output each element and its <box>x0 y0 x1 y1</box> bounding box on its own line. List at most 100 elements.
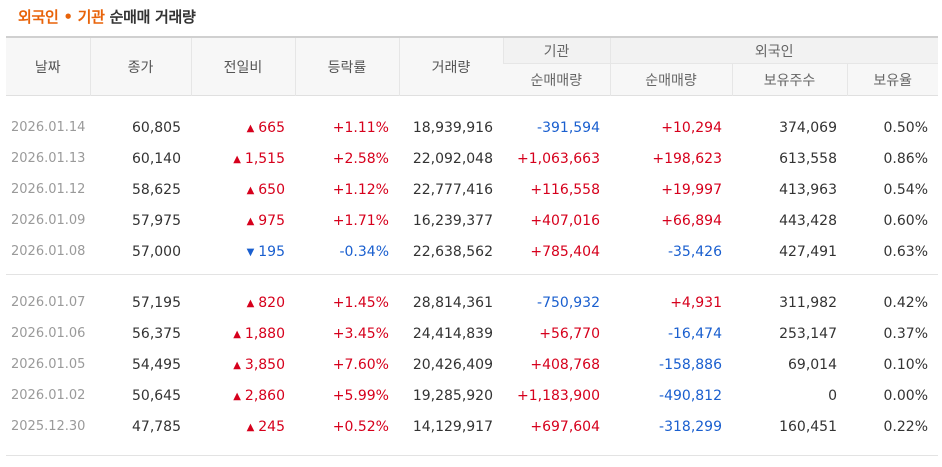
cell-foreign-net: -16,474 <box>667 325 722 342</box>
cell-date: 2026.01.07 <box>11 295 86 310</box>
table-row: 2025.12.30 47,785 ▲ 245 +0.52% 14,129,917 +697… <box>6 411 938 442</box>
cell-change: ▲ 1,880 <box>191 318 295 349</box>
cell-rate: +1.45% <box>332 294 389 311</box>
header-institution-group: 기관 <box>502 37 610 64</box>
arrow-down-icon: ▼ <box>246 246 255 258</box>
cell-holdings: 427,491 <box>779 243 837 260</box>
table-row: 2026.01.13 60,140 ▲ 1,515 +2.58% 22,092,048 +1… <box>6 143 938 174</box>
cell-holdings: 613,558 <box>779 150 837 167</box>
cell-holding-ratio: 0.37% <box>883 325 928 342</box>
cell-holding-ratio: 0.54% <box>883 181 928 198</box>
cell-change: ▲ 650 <box>191 174 295 205</box>
header-date: 날짜 <box>6 37 90 96</box>
cell-rate: +5.99% <box>332 387 389 404</box>
cell-holdings: 311,982 <box>779 294 837 311</box>
cell-rate: +3.45% <box>332 325 389 342</box>
change-value: 665 <box>258 119 285 136</box>
cell-holding-ratio: 0.60% <box>883 212 928 229</box>
arrow-up-icon: ▲ <box>246 122 255 134</box>
cell-foreign-net: +66,894 <box>661 212 722 229</box>
table-row: 2026.01.12 58,625 ▲ 650 +1.12% 22,777,416 +116… <box>6 174 938 205</box>
cell-close: 60,140 <box>132 150 181 167</box>
cell-volume: 22,092,048 <box>412 150 493 167</box>
header-change: 전일비 <box>190 37 295 96</box>
arrow-up-icon: ▲ <box>246 215 255 227</box>
cell-volume: 22,777,416 <box>412 181 493 198</box>
table-row: 2026.01.05 54,495 ▲ 3,850 +7.60% 20,426,409 +4… <box>6 349 938 380</box>
cell-volume: 19,285,920 <box>412 387 493 404</box>
cell-rate: -0.34% <box>339 243 389 260</box>
cell-foreign-net: +4,931 <box>670 294 722 311</box>
table-row: 2026.01.09 57,975 ▲ 975 +1.71% 16,239,377 +407… <box>6 205 938 236</box>
cell-close: 60,805 <box>132 119 181 136</box>
cell-close: 58,625 <box>132 181 181 198</box>
trading-table: 날짜 종가 전일비 등락률 거래량 기관 외국인 순매매량 순매매량 보유주수 … <box>6 36 938 442</box>
change-value: 650 <box>258 181 285 198</box>
cell-foreign-net: +198,623 <box>652 150 722 167</box>
cell-close: 57,000 <box>132 243 181 260</box>
arrow-up-icon: ▲ <box>246 297 255 309</box>
cell-holdings: 69,014 <box>788 356 837 373</box>
header-holdings: 보유주수 <box>731 63 847 96</box>
cell-institution-net: +56,770 <box>539 325 600 342</box>
cell-institution-net: -391,594 <box>537 119 600 136</box>
change-value: 820 <box>258 294 285 311</box>
cell-volume: 22,638,562 <box>412 243 493 260</box>
header-holding-ratio: 보유율 <box>846 63 938 96</box>
cell-holdings: 253,147 <box>779 325 837 342</box>
cell-institution-net: +1,063,663 <box>517 150 600 167</box>
header-foreign-net: 순매매량 <box>609 63 732 96</box>
cell-close: 57,195 <box>132 294 181 311</box>
cell-volume: 28,814,361 <box>412 294 493 311</box>
cell-institution-net: +408,768 <box>530 356 600 373</box>
cell-institution-net: -750,932 <box>537 294 600 311</box>
arrow-up-icon: ▲ <box>233 359 241 371</box>
cell-institution-net: +407,016 <box>530 212 600 229</box>
change-value: 1,880 <box>244 325 285 342</box>
cell-holding-ratio: 0.50% <box>883 119 928 136</box>
cell-rate: +2.58% <box>332 150 389 167</box>
table-row: 2026.01.02 50,645 ▲ 2,860 +5.99% 19,285,920 +1… <box>6 380 938 411</box>
table-row: 2026.01.06 56,375 ▲ 1,880 +3.45% 24,414,839 +5… <box>6 318 938 349</box>
cell-holding-ratio: 0.10% <box>883 356 928 373</box>
cell-institution-net: +116,558 <box>530 181 600 198</box>
section-title-rest: 순매매 거래량 <box>109 8 196 26</box>
cell-volume: 14,129,917 <box>412 418 493 435</box>
cell-change: ▲ 245 <box>191 411 295 442</box>
cell-close: 57,975 <box>132 212 181 229</box>
change-value: 245 <box>258 418 285 435</box>
change-value: 195 <box>258 243 285 260</box>
cell-close: 47,785 <box>132 418 181 435</box>
cell-foreign-net: -318,299 <box>659 418 722 435</box>
cell-holdings: 374,069 <box>779 119 837 136</box>
cell-holding-ratio: 0.00% <box>883 387 928 404</box>
cell-holdings: 0 <box>828 387 837 404</box>
cell-volume: 18,939,916 <box>412 119 493 136</box>
cell-holdings: 160,451 <box>779 418 837 435</box>
table-bottom-divider <box>6 455 938 456</box>
cell-close: 54,495 <box>132 356 181 373</box>
cell-holding-ratio: 0.63% <box>883 243 928 260</box>
change-value: 2,860 <box>244 387 285 404</box>
cell-change: ▲ 820 <box>191 287 295 318</box>
cell-foreign-net: +19,997 <box>661 181 722 198</box>
header-rate: 등락률 <box>294 37 399 96</box>
cell-foreign-net: -158,886 <box>659 356 722 373</box>
section-title: 외국인 • 기관 순매매 거래량 <box>18 6 196 28</box>
cell-institution-net: +697,604 <box>530 418 600 435</box>
cell-holding-ratio: 0.42% <box>883 294 928 311</box>
cell-holding-ratio: 0.22% <box>883 418 928 435</box>
cell-close: 50,645 <box>132 387 181 404</box>
cell-holding-ratio: 0.86% <box>883 150 928 167</box>
table-row: 2026.01.07 57,195 ▲ 820 +1.45% 28,814,361 -750… <box>6 287 938 318</box>
cell-rate: +0.52% <box>332 418 389 435</box>
cell-rate: +1.12% <box>332 181 389 198</box>
arrow-up-icon: ▲ <box>233 328 241 340</box>
cell-foreign-net: -35,426 <box>667 243 722 260</box>
cell-foreign-net: -490,812 <box>659 387 722 404</box>
cell-institution-net: +785,404 <box>530 243 600 260</box>
cell-date: 2026.01.02 <box>11 388 86 403</box>
cell-rate: +1.71% <box>332 212 389 229</box>
header-institution-net: 순매매량 <box>503 63 610 96</box>
cell-date: 2026.01.06 <box>11 326 86 341</box>
